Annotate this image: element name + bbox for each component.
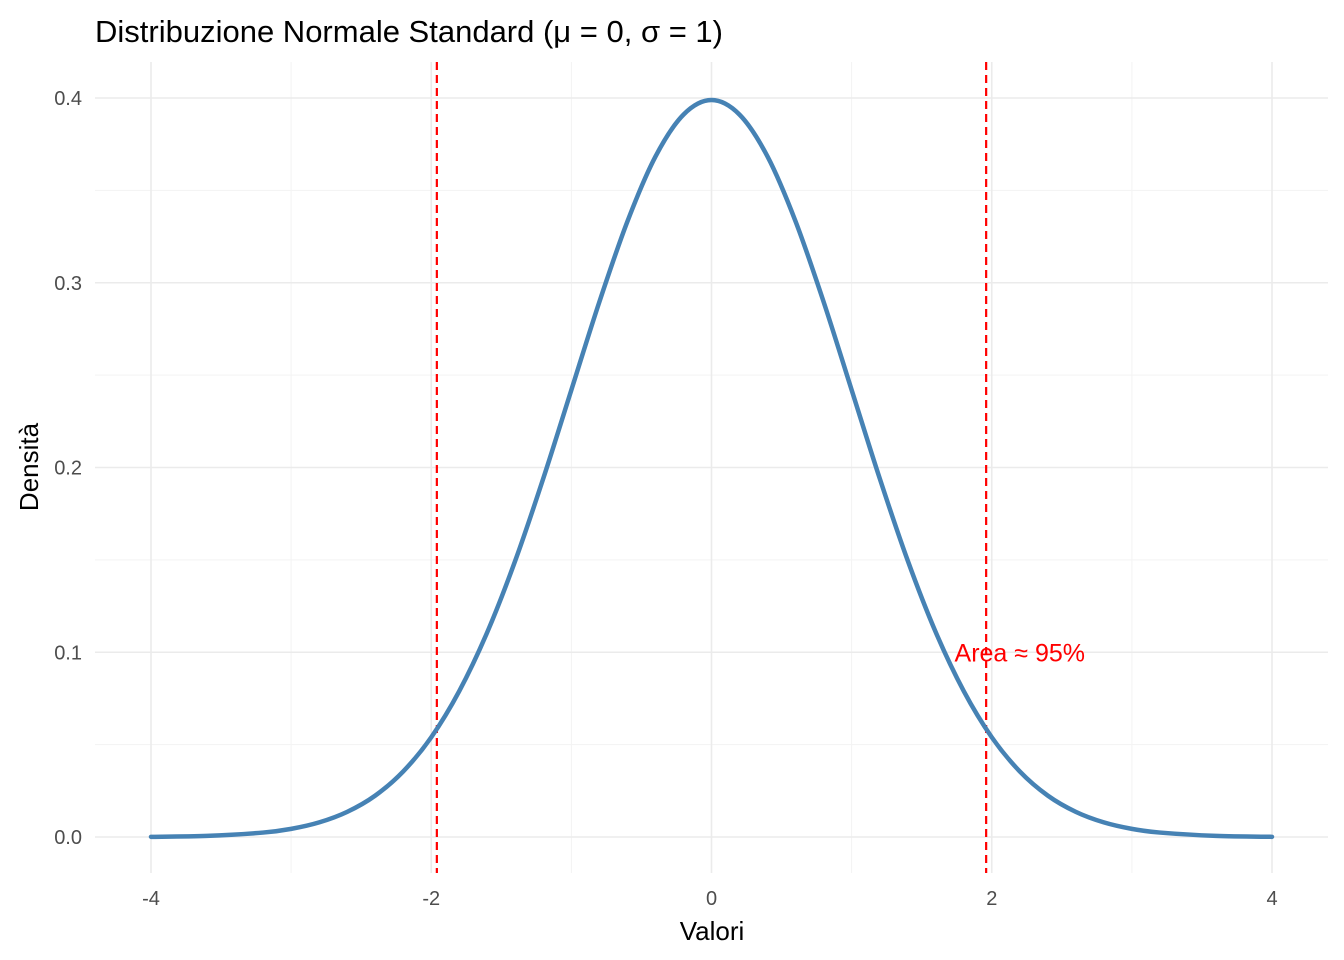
reference-lines (435, 62, 988, 873)
y-tick-label: 0.4 (54, 88, 82, 110)
annotation-label: Area ≈ 95% (955, 639, 1085, 667)
x-tick-label: 4 (1266, 888, 1277, 910)
density-series (148, 97, 1275, 840)
y-axis-title: Densità (14, 422, 44, 511)
y-tick-label: 0.1 (54, 642, 82, 664)
y-tick-label: 0.3 (54, 273, 82, 295)
grid-lines (95, 62, 1328, 873)
density-curve (148, 97, 1275, 840)
annotations: Area ≈ 95% (955, 639, 1085, 667)
y-tick-label: 0.0 (54, 827, 82, 849)
x-axis-title: Valori (680, 916, 745, 946)
x-tick-label: 2 (986, 888, 997, 910)
y-tick-label: 0.2 (54, 458, 82, 480)
x-tick-label: -4 (142, 888, 160, 910)
x-tick-label: -2 (422, 888, 440, 910)
x-tick-label: 0 (706, 888, 717, 910)
chart-title: Distribuzione Normale Standard (μ = 0, σ… (95, 14, 723, 49)
y-axis-ticks: 0.0 0.1 0.2 0.3 0.4 (54, 88, 82, 849)
x-axis-ticks: -4 -2 0 2 4 (142, 888, 1277, 910)
